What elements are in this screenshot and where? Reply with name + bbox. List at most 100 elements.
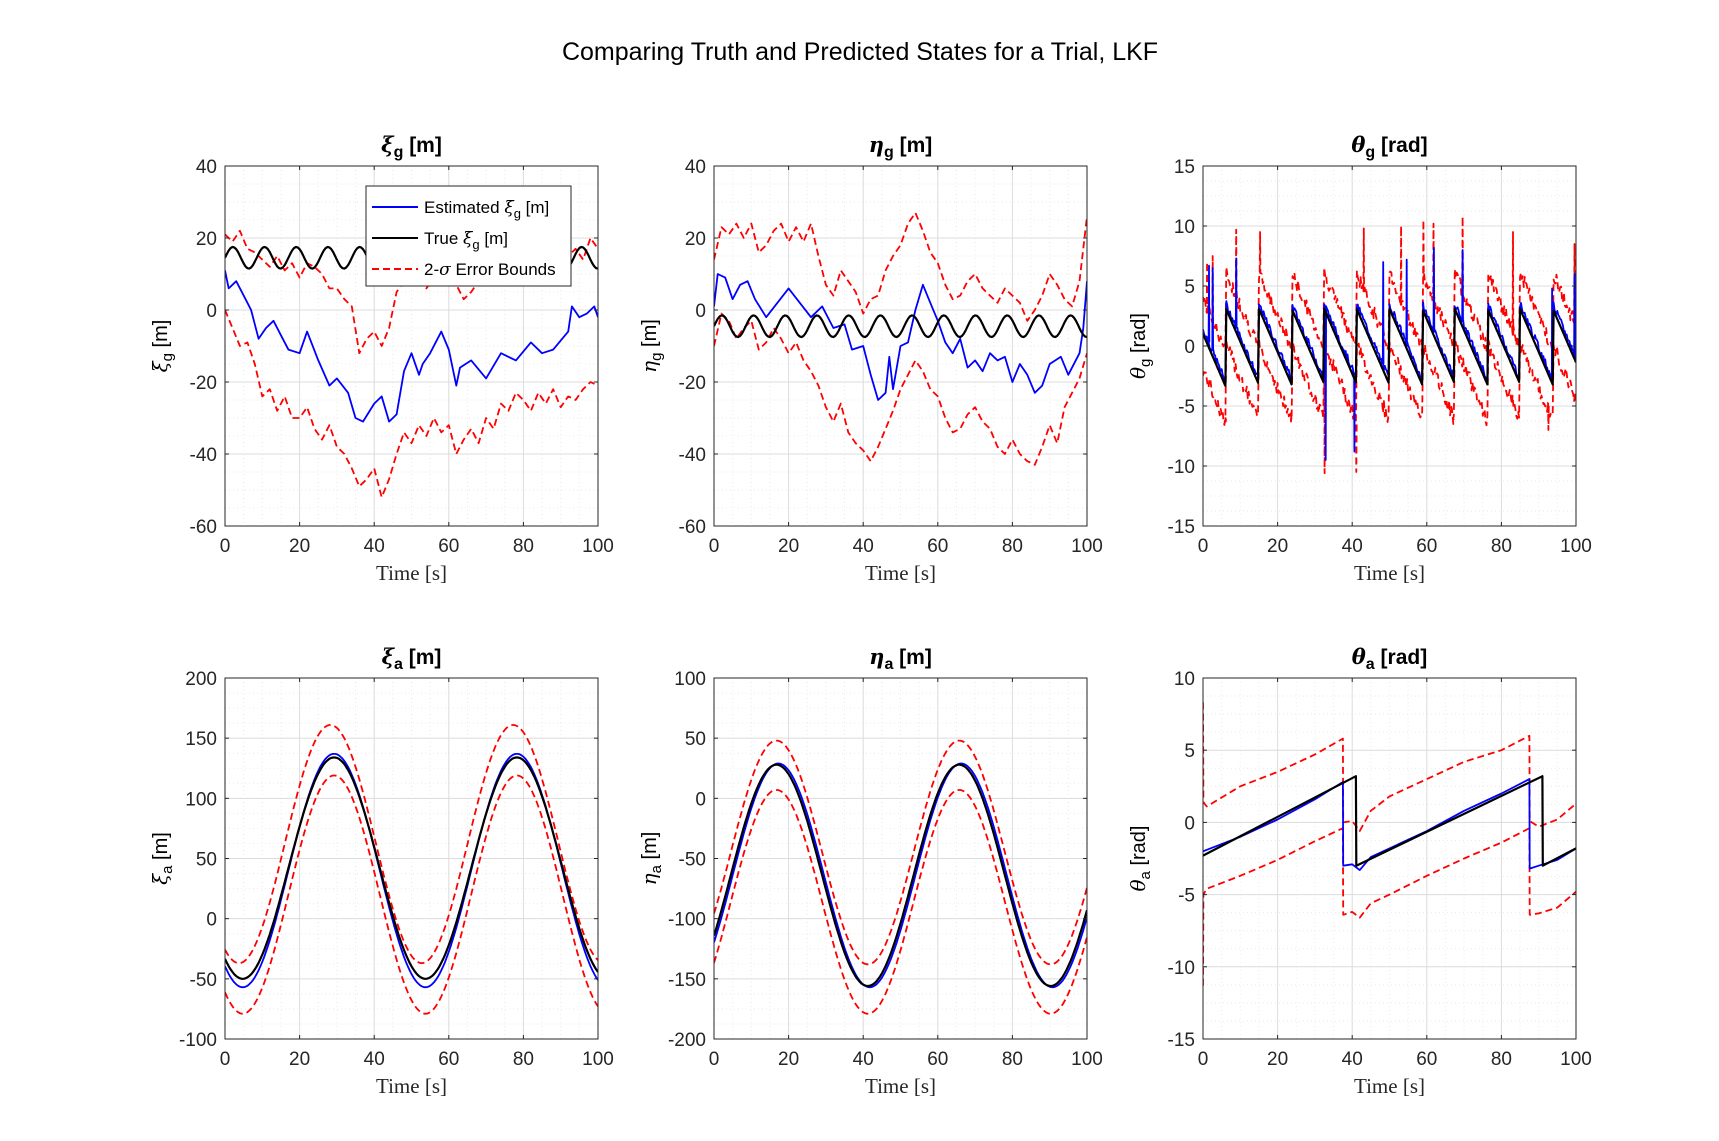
legend-entry: True ξg [m] xyxy=(424,229,508,252)
y-tick-label: 40 xyxy=(196,157,217,178)
y-axis-label: ξg [m] xyxy=(148,320,176,373)
y-tick-label: -40 xyxy=(679,445,706,466)
x-tick-label: 20 xyxy=(778,536,799,557)
x-axis-label: Time [s] xyxy=(376,561,447,585)
x-tick-label: 80 xyxy=(1002,536,1023,557)
subplot-title: ηg [m] xyxy=(869,132,933,161)
x-tick-label: 80 xyxy=(513,1049,534,1070)
y-tick-label: 0 xyxy=(695,301,706,322)
subplot-1: 0 20 40 60 80 100 -60 -40 -20 0 20 40 ξg [m] Time [s]… xyxy=(148,132,614,585)
x-axis-label: Time [s] xyxy=(865,1074,936,1098)
y-tick-label: -10 xyxy=(1168,958,1195,979)
x-tick-label: 100 xyxy=(582,536,614,557)
series-group xyxy=(1203,702,1576,986)
y-axis-label: ηg [m] xyxy=(637,319,665,373)
x-tick-label: 80 xyxy=(513,536,534,557)
upper-bound-line xyxy=(714,739,1087,966)
upper-bound-line xyxy=(225,724,598,964)
truth-line xyxy=(225,756,598,980)
x-axis-label: Time [s] xyxy=(1354,561,1425,585)
x-tick-label: 100 xyxy=(1071,1049,1103,1070)
x-tick-label: 20 xyxy=(1267,1049,1288,1070)
subplot-title: ξa [m] xyxy=(382,644,442,673)
x-tick-label: 60 xyxy=(927,1049,948,1070)
x-tick-label: 40 xyxy=(1342,536,1363,557)
y-axis-label: ξa [m] xyxy=(148,832,176,885)
upper-bound-line xyxy=(1203,215,1576,356)
axes-box xyxy=(224,165,599,527)
y-tick-label: 0 xyxy=(1184,337,1195,358)
x-tick-label: 80 xyxy=(1002,1049,1023,1070)
y-tick-label: 5 xyxy=(1184,277,1195,298)
x-tick-label: 0 xyxy=(709,536,720,557)
x-tick-label: 80 xyxy=(1491,536,1512,557)
y-tick-label: 15 xyxy=(1174,157,1195,178)
subplot-2: 0 20 40 60 80 100 -60 -40 -20 0 20 40 ηg [m] Time [s]… xyxy=(637,132,1103,585)
y-tick-label: 40 xyxy=(685,157,706,178)
truth-line xyxy=(1203,775,1576,867)
x-tick-label: 0 xyxy=(709,1049,720,1070)
x-tick-label: 60 xyxy=(1416,1049,1437,1070)
y-tick-label: 10 xyxy=(1174,217,1195,238)
y-tick-label: 0 xyxy=(206,301,217,322)
axes-box xyxy=(713,165,1088,527)
x-tick-label: 60 xyxy=(438,536,459,557)
y-tick-label: -100 xyxy=(668,910,706,931)
x-axis-label: Time [s] xyxy=(1354,1074,1425,1098)
subplot-title: θa [rad] xyxy=(1352,644,1427,673)
y-tick-label: 50 xyxy=(685,729,706,750)
truth-line xyxy=(714,314,1087,339)
series-group xyxy=(714,739,1087,1015)
y-tick-label: -60 xyxy=(679,517,706,538)
y-tick-label: 150 xyxy=(185,729,217,750)
lower-bound-line xyxy=(714,789,1087,1015)
legend-entry: 2-σ Error Bounds xyxy=(424,260,556,280)
y-tick-label: -150 xyxy=(668,970,706,991)
y-axis-label: θa [rad] xyxy=(1126,826,1154,892)
x-tick-label: 60 xyxy=(1416,536,1437,557)
subplot-4: 0 20 40 60 80 100 -100 -50 0 50 100 150 200 ξa [m] Tim… xyxy=(148,644,614,1098)
lower-bound-line xyxy=(1203,337,1576,475)
subplot-3: 0 20 40 60 80 100 -15 -10 -5 0 5 10 15 θg [rad] Time [… xyxy=(1126,132,1592,585)
y-tick-label: 0 xyxy=(695,789,706,810)
x-tick-label: 20 xyxy=(1267,536,1288,557)
y-tick-label: -60 xyxy=(190,517,217,538)
y-tick-label: 50 xyxy=(196,850,217,871)
x-tick-label: 40 xyxy=(1342,1049,1363,1070)
x-tick-label: 0 xyxy=(1198,536,1209,557)
lower-bound-line xyxy=(225,309,598,499)
y-tick-label: 100 xyxy=(185,789,217,810)
figure-title: Comparing Truth and Predicted States for… xyxy=(562,38,1158,66)
y-tick-label: -20 xyxy=(679,373,706,394)
x-tick-label: 0 xyxy=(220,536,231,557)
y-tick-label: -10 xyxy=(1168,457,1195,478)
lower-bound-line xyxy=(714,312,1087,466)
legend-entry: Estimated ξg [m] xyxy=(424,198,549,221)
y-axis-label: ηa [m] xyxy=(637,832,665,886)
subplot-5: 0 20 40 60 80 100 -200 -150 -100 -50 0 50 100 ηa [m] T… xyxy=(637,644,1103,1098)
y-tick-label: 20 xyxy=(685,229,706,250)
subplot-title: ηa [m] xyxy=(869,644,932,673)
x-tick-label: 100 xyxy=(1560,536,1592,557)
upper-bound-line xyxy=(714,211,1087,322)
lower-bound-line xyxy=(1203,827,1576,986)
y-tick-label: -5 xyxy=(1178,886,1195,907)
x-tick-label: 20 xyxy=(289,1049,310,1070)
subplot-6: 0 20 40 60 80 100 -15 -10 -5 0 5 10 θa [rad] Time [s]… xyxy=(1126,644,1592,1098)
legend: Estimated ξg [m] True ξg [m] 2-σ Error Bou… xyxy=(365,185,572,287)
truth-line xyxy=(1203,307,1576,387)
x-tick-label: 0 xyxy=(220,1049,231,1070)
x-tick-label: 60 xyxy=(438,1049,459,1070)
y-tick-label: 0 xyxy=(206,910,217,931)
y-tick-label: 100 xyxy=(674,669,706,690)
x-tick-label: 100 xyxy=(1560,1049,1592,1070)
x-tick-label: 100 xyxy=(1071,536,1103,557)
y-tick-label: 200 xyxy=(185,669,217,690)
y-axis-label: θg [rad] xyxy=(1126,313,1154,379)
x-tick-label: 100 xyxy=(582,1049,614,1070)
x-axis-label: Time [s] xyxy=(865,561,936,585)
x-tick-label: 20 xyxy=(289,536,310,557)
y-tick-label: -50 xyxy=(679,850,706,871)
